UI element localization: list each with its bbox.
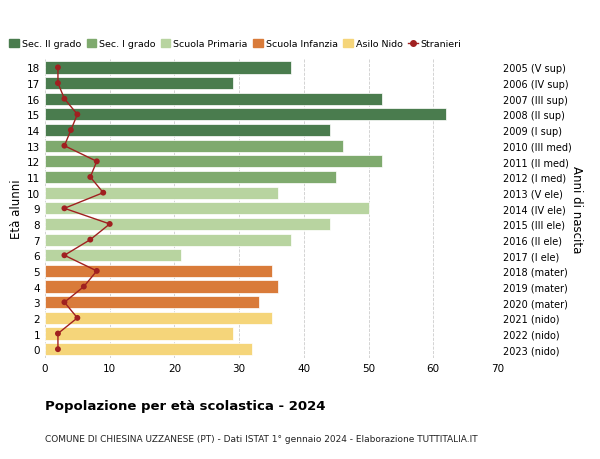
Bar bbox=[45, 250, 181, 262]
Point bbox=[85, 236, 95, 244]
Point bbox=[92, 268, 101, 275]
Point bbox=[53, 80, 63, 88]
Point bbox=[59, 205, 69, 213]
Bar bbox=[45, 203, 368, 215]
Point bbox=[92, 158, 101, 166]
Point bbox=[73, 314, 82, 322]
Point bbox=[53, 346, 63, 353]
Bar bbox=[45, 125, 330, 137]
Legend: Sec. II grado, Sec. I grado, Scuola Primaria, Scuola Infanzia, Asilo Nido, Stran: Sec. II grado, Sec. I grado, Scuola Prim… bbox=[10, 40, 461, 49]
Point bbox=[73, 112, 82, 119]
Bar bbox=[45, 172, 336, 184]
Bar bbox=[45, 62, 291, 74]
Bar bbox=[45, 140, 343, 152]
Point bbox=[59, 96, 69, 103]
Bar bbox=[45, 312, 271, 324]
Point bbox=[98, 190, 108, 197]
Bar bbox=[45, 265, 271, 277]
Bar bbox=[45, 109, 446, 121]
Bar bbox=[45, 281, 278, 293]
Point bbox=[59, 143, 69, 150]
Point bbox=[66, 127, 76, 134]
Bar bbox=[45, 187, 278, 199]
Text: Popolazione per età scolastica - 2024: Popolazione per età scolastica - 2024 bbox=[45, 399, 325, 412]
Y-axis label: Età alunni: Età alunni bbox=[10, 179, 23, 239]
Bar bbox=[45, 218, 330, 230]
Bar bbox=[45, 234, 291, 246]
Point bbox=[53, 65, 63, 72]
Point bbox=[79, 283, 89, 291]
Bar bbox=[45, 328, 233, 340]
Text: COMUNE DI CHIESINA UZZANESE (PT) - Dati ISTAT 1° gennaio 2024 - Elaborazione TUT: COMUNE DI CHIESINA UZZANESE (PT) - Dati … bbox=[45, 434, 478, 443]
Bar bbox=[45, 156, 382, 168]
Point bbox=[85, 174, 95, 181]
Bar bbox=[45, 78, 233, 90]
Bar bbox=[45, 343, 252, 356]
Point bbox=[105, 221, 115, 228]
Point bbox=[59, 299, 69, 306]
Y-axis label: Anni di nascita: Anni di nascita bbox=[570, 165, 583, 252]
Point bbox=[53, 330, 63, 337]
Bar bbox=[45, 94, 382, 106]
Point bbox=[59, 252, 69, 259]
Bar bbox=[45, 297, 259, 308]
